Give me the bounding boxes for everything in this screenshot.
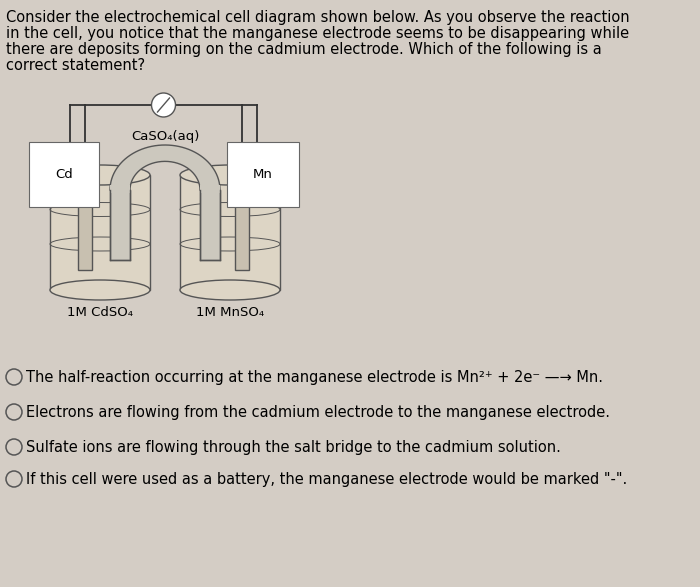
Circle shape	[151, 93, 176, 117]
Text: If this cell were used as a battery, the manganese electrode would be marked "-": If this cell were used as a battery, the…	[26, 472, 627, 487]
Text: Cd: Cd	[55, 168, 73, 181]
Text: The half-reaction occurring at the manganese electrode is Mn²⁺ + 2e⁻ —→ Mn.: The half-reaction occurring at the manga…	[26, 370, 603, 385]
Text: correct statement?: correct statement?	[6, 58, 145, 73]
Bar	[180, 175, 280, 290]
Text: Consider the electrochemical cell diagram shown below. As you observe the reacti: Consider the electrochemical cell diagra…	[6, 10, 629, 25]
Bar	[200, 190, 220, 260]
Text: 1M CdSO₄: 1M CdSO₄	[67, 306, 133, 319]
Ellipse shape	[180, 165, 280, 185]
Bar	[235, 165, 249, 270]
Text: in the cell, you notice that the manganese electrode seems to be disappearing wh: in the cell, you notice that the mangane…	[6, 26, 629, 41]
Bar	[110, 190, 130, 260]
Text: CaSO₄(aq): CaSO₄(aq)	[131, 130, 200, 143]
Text: there are deposits forming on the cadmium electrode. Which of the following is a: there are deposits forming on the cadmiu…	[6, 42, 602, 57]
Bar	[78, 165, 92, 270]
Text: Mn: Mn	[253, 168, 273, 181]
Text: 1M MnSO₄: 1M MnSO₄	[196, 306, 264, 319]
Ellipse shape	[50, 280, 150, 300]
Bar	[200, 185, 220, 193]
Ellipse shape	[50, 165, 150, 185]
Text: Electrons are flowing from the cadmium electrode to the manganese electrode.: Electrons are flowing from the cadmium e…	[26, 405, 610, 420]
Polygon shape	[110, 145, 220, 190]
Bar	[110, 185, 130, 193]
Ellipse shape	[180, 280, 280, 300]
Text: Sulfate ions are flowing through the salt bridge to the cadmium solution.: Sulfate ions are flowing through the sal…	[26, 440, 561, 455]
Bar	[50, 175, 150, 290]
